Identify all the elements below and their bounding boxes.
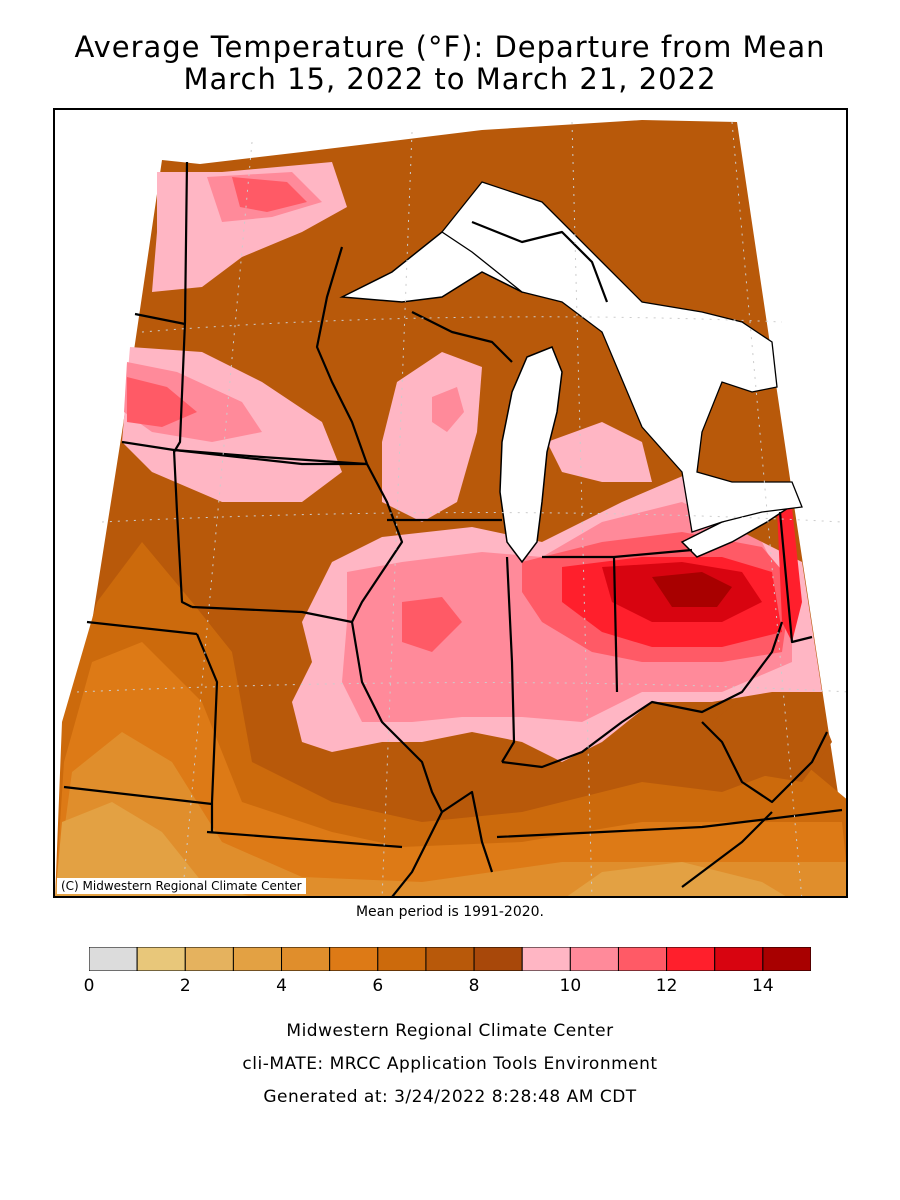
legend-tick-label: 8 — [468, 976, 480, 996]
zone-5-6 — [55, 642, 846, 896]
border-in-mi — [542, 548, 693, 559]
map-frame: (C) Midwestern Regional Climate Center — [53, 108, 848, 898]
legend-tick-label: 14 — [752, 976, 774, 996]
map-title-line2: March 15, 2022 to March 21, 2022 — [183, 62, 717, 96]
footer-organization: Midwestern Regional Climate Center — [286, 1021, 614, 1041]
map-title-line1: Average Temperature (°F): Departure from… — [74, 30, 826, 64]
border-ne-ks — [86, 620, 198, 636]
border-in-oh — [612, 556, 619, 693]
border-mn-wi — [315, 246, 369, 465]
legend-tick-label: 10 — [559, 976, 582, 996]
mean-period-note: Mean period is 1991-2020. — [355, 904, 545, 920]
border-oh-ky — [501, 621, 784, 769]
border-mississippi-south — [441, 790, 494, 873]
zone-11-12-west — [127, 377, 197, 427]
border-ia-west — [172, 449, 193, 608]
border-mn-ia — [173, 448, 367, 466]
temperature-departure-map — [55, 120, 846, 896]
border-ia-mo — [191, 605, 353, 624]
zone-7-8-east — [712, 682, 832, 782]
legend-swatch — [136, 947, 186, 971]
border-tn-va — [681, 811, 773, 888]
legend-tick-label: 0 — [83, 976, 95, 996]
graticule — [76, 121, 846, 896]
canada-region — [441, 181, 803, 533]
zone-3-4 — [55, 802, 249, 896]
zone-3-4-b — [567, 862, 786, 896]
legend-swatch — [425, 947, 475, 971]
border-mi-canada — [471, 220, 609, 303]
border-oh-pa — [778, 511, 813, 644]
color-legend — [89, 947, 811, 971]
copyright-notice: (C) Midwestern Regional Climate Center — [57, 878, 306, 894]
legend-swatch — [762, 947, 811, 971]
zone-11-12-north — [232, 177, 307, 212]
border-wi-mi-up — [411, 311, 513, 363]
legend-swatch — [521, 947, 571, 971]
border-mo-ar — [206, 830, 403, 849]
zone-9-10-michigan — [547, 422, 652, 482]
border-ks-mo — [195, 633, 219, 832]
legend-swatch — [89, 947, 138, 971]
zone-14-15-east — [652, 572, 732, 607]
legend-swatch — [714, 947, 764, 971]
legend-swatch — [569, 947, 619, 971]
border-ia-il — [351, 463, 404, 623]
zone-10-11-wisc — [432, 387, 464, 432]
footer-application: cli-MATE: MRCC Application Tools Environ… — [242, 1054, 658, 1074]
legend-tick-label: 6 — [372, 976, 384, 996]
legend-swatch — [329, 947, 379, 971]
zone-11-12-central — [402, 597, 462, 652]
border-nd-sd — [134, 312, 186, 326]
legend-swatch — [666, 947, 716, 971]
border-sd-ne — [121, 440, 368, 466]
state-boundaries — [63, 161, 843, 896]
border-ky-va — [701, 721, 828, 804]
lake-michigan — [499, 346, 563, 564]
legend-swatch — [473, 947, 523, 971]
border-ky-tn — [496, 808, 843, 839]
legend-tick-label: 12 — [655, 976, 678, 996]
border-il-in — [501, 556, 516, 763]
legend-swatch — [377, 947, 427, 971]
border-ks-ok — [63, 785, 213, 806]
footer-generated-at: Generated at: 3/24/2022 8:28:48 AM CDT — [263, 1087, 637, 1107]
legend-swatch — [281, 947, 331, 971]
border-nd-sd-mn-west — [173, 161, 189, 453]
border-il-mo — [350, 621, 444, 896]
legend-tick-label: 4 — [276, 976, 287, 996]
legend-swatch — [184, 947, 234, 971]
legend-swatch — [232, 947, 283, 971]
legend-tick-label: 2 — [179, 976, 191, 996]
legend-swatch — [617, 947, 668, 971]
